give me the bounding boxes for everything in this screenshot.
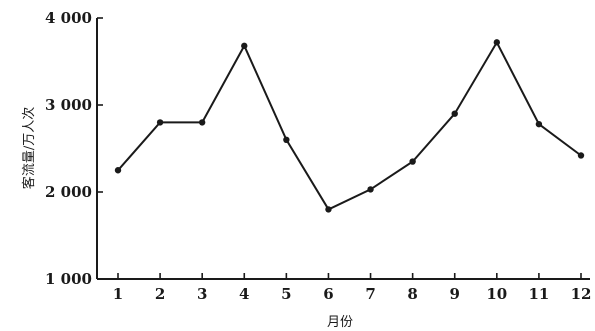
- data-point: [283, 136, 290, 143]
- y-ticks: 1 000 2 000 3 000 4 000: [45, 9, 103, 288]
- x-tick-label: 11: [528, 285, 549, 303]
- data-point: [367, 186, 374, 193]
- y-axis-title: 客流量/万人次: [21, 107, 37, 189]
- data-point: [156, 119, 164, 126]
- x-tick-label: 2: [155, 285, 165, 303]
- chart-axes: [96, 18, 590, 280]
- x-ticks: 1 2 3 4 5 6 7 8 9 10 11 12: [113, 273, 592, 303]
- x-tick-label: 12: [571, 285, 592, 303]
- x-tick-label: 10: [486, 285, 507, 303]
- data-point: [114, 167, 122, 174]
- data-point: [198, 119, 206, 126]
- x-tick-label: 3: [197, 285, 207, 303]
- data-point: [451, 110, 458, 117]
- data-point: [577, 152, 585, 159]
- y-tick-label: 3 000: [45, 96, 92, 114]
- data-point: [409, 158, 416, 165]
- x-tick-label: 7: [365, 285, 375, 303]
- series-line: [117, 40, 582, 211]
- data-point: [325, 206, 332, 213]
- data-point: [241, 42, 248, 50]
- data-point: [493, 39, 501, 46]
- series-group: [114, 39, 585, 213]
- y-tick-label: 1 000: [45, 270, 92, 288]
- x-tick-label: 9: [450, 285, 460, 303]
- x-axis-title: 月份: [327, 315, 353, 330]
- x-tick-label: 6: [323, 285, 333, 303]
- y-tick-label: 4 000: [45, 9, 92, 27]
- x-tick-label: 5: [281, 285, 291, 303]
- x-tick-label: 1: [113, 285, 123, 303]
- data-point: [535, 120, 543, 128]
- x-tick-label: 4: [239, 285, 249, 303]
- x-tick-label: 8: [407, 285, 417, 303]
- y-tick-label: 2 000: [45, 183, 92, 201]
